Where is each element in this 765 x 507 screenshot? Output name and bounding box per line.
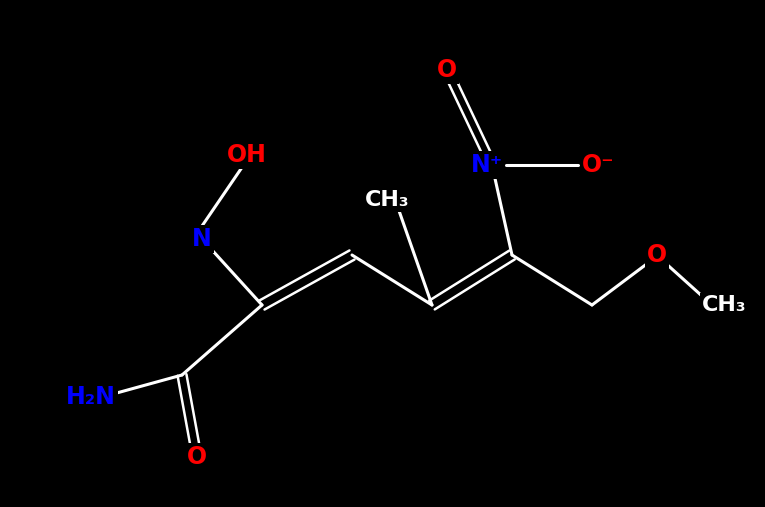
Text: CH₃: CH₃ xyxy=(702,295,747,315)
Text: N: N xyxy=(192,227,212,251)
Text: H₂N: H₂N xyxy=(66,385,116,409)
Text: O: O xyxy=(647,243,667,267)
Text: O: O xyxy=(187,445,207,469)
Text: N⁺: N⁺ xyxy=(471,153,503,177)
Text: O⁻: O⁻ xyxy=(581,153,614,177)
Text: CH₃: CH₃ xyxy=(365,190,409,210)
Text: OH: OH xyxy=(227,143,267,167)
Text: O: O xyxy=(437,58,457,82)
